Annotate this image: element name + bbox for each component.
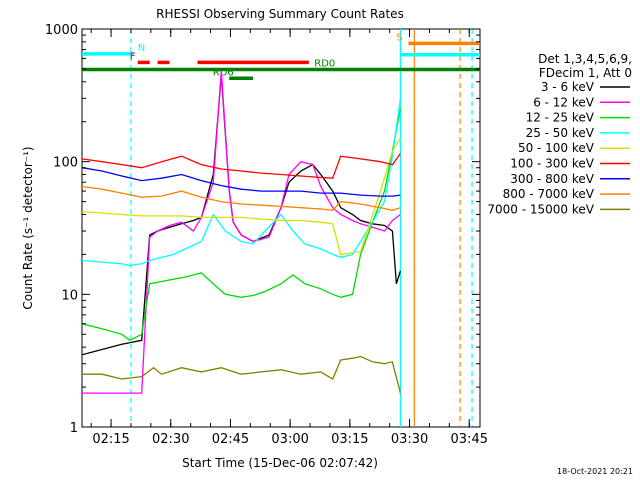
- series-line-2: [82, 108, 402, 342]
- plot-area: N S F RD0 RD6: [81, 28, 481, 428]
- x-axis-label: Start Time (15-Dec-06 02:07:42): [182, 456, 378, 470]
- legend: Det 1,3,4,5,6,9,FDecim 1, Att 03 - 6 keV…: [487, 52, 632, 216]
- footer-date: 18-Oct-2021 20:21: [557, 467, 633, 476]
- legend-label-7: 800 - 7000 keV: [503, 187, 595, 201]
- flag-label-f: F: [130, 51, 136, 62]
- series-line-3: [82, 98, 402, 267]
- plot-frame: [81, 28, 481, 428]
- y-tick-label-0: 1: [70, 421, 78, 436]
- legend-header-0: Det 1,3,4,5,6,9,: [538, 52, 632, 66]
- y-tick-label-2: 100: [53, 156, 78, 171]
- legend-label-6: 300 - 800 keV: [510, 172, 594, 186]
- x-tick-label-5: 03:30: [391, 432, 428, 447]
- x-tick-label-3: 03:00: [271, 432, 308, 447]
- x-tick-label-2: 02:45: [212, 432, 249, 447]
- y-tick-label-1: 10: [61, 288, 78, 303]
- y-axis-label: Count Rate (s⁻¹ detector⁻¹): [21, 146, 35, 309]
- flag-label-rd6: RD6: [213, 67, 234, 78]
- flag-label-rd0: RD0: [314, 59, 335, 70]
- series-line-0: [82, 74, 402, 356]
- legend-label-8: 7000 - 15000 keV: [487, 202, 594, 216]
- chart-title: RHESSI Observing Summary Count Rates: [156, 7, 404, 21]
- series-group: [82, 71, 402, 394]
- flag-label-s: S: [396, 32, 402, 43]
- legend-label-1: 6 - 12 keV: [533, 95, 595, 109]
- x-tick-label-0: 02:15: [92, 432, 129, 447]
- legend-label-3: 25 - 50 keV: [526, 126, 595, 140]
- series-line-8: [82, 355, 402, 394]
- series-line-6: [82, 167, 401, 197]
- flag-label-n: N: [138, 43, 145, 54]
- legend-label-2: 12 - 25 keV: [526, 111, 595, 125]
- legend-header-1: FDecim 1, Att 0: [539, 66, 632, 80]
- series-line-4: [82, 137, 401, 256]
- legend-label-0: 3 - 6 keV: [541, 80, 595, 94]
- series-line-5: [82, 153, 401, 179]
- x-tick-label-1: 02:30: [152, 432, 189, 447]
- y-tick-label-3: 1000: [45, 23, 78, 38]
- series-line-7: [82, 185, 401, 211]
- x-tick-label-6: 03:45: [451, 432, 488, 447]
- series-line-1: [82, 71, 401, 394]
- legend-label-5: 100 - 300 keV: [510, 157, 594, 171]
- x-tick-label-4: 03:15: [331, 432, 368, 447]
- y-axis: 1 10 100 1000: [45, 23, 480, 436]
- x-axis: 02:15 02:30 02:45 03:00 03:15 03:30 03:45: [90, 29, 488, 447]
- legend-label-4: 50 - 100 keV: [518, 141, 595, 155]
